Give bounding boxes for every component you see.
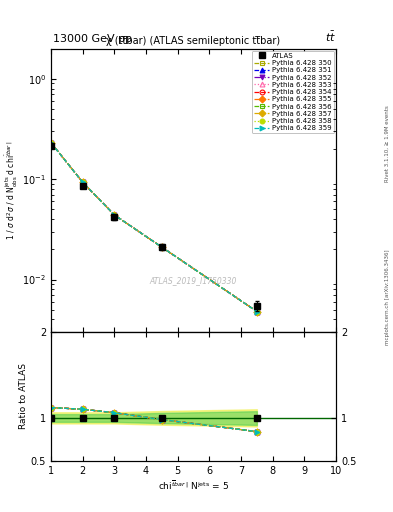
Text: mcplots.cern.ch [arXiv:1306.3436]: mcplots.cern.ch [arXiv:1306.3436] xyxy=(385,249,389,345)
Legend: ATLAS, Pythia 6.428 350, Pythia 6.428 351, Pythia 6.428 352, Pythia 6.428 353, P: ATLAS, Pythia 6.428 350, Pythia 6.428 35… xyxy=(252,51,334,134)
Y-axis label: 1 / $\sigma$ d$^2\sigma$ / d N$^{\rm jets}_{\rm obs}$ d chi$^{\bar{t}bar\,|}$: 1 / $\sigma$ d$^2\sigma$ / d N$^{\rm jet… xyxy=(4,141,20,240)
Text: Rivet 3.1.10, ≥ 1.9M events: Rivet 3.1.10, ≥ 1.9M events xyxy=(385,105,389,182)
Text: ATLAS_2019_I1750330: ATLAS_2019_I1750330 xyxy=(150,276,237,286)
Title: χ (tt̅bar) (ATLAS semileptonic tt̅bar): χ (tt̅bar) (ATLAS semileptonic tt̅bar) xyxy=(107,36,281,47)
Text: $t\bar{t}$: $t\bar{t}$ xyxy=(325,29,336,44)
X-axis label: chi$^{\overline{t}bar\,|}$ N$^{\rm jets}$ = 5: chi$^{\overline{t}bar\,|}$ N$^{\rm jets}… xyxy=(158,478,229,493)
Y-axis label: Ratio to ATLAS: Ratio to ATLAS xyxy=(19,364,28,430)
Text: 13000 GeV pp: 13000 GeV pp xyxy=(53,33,132,44)
